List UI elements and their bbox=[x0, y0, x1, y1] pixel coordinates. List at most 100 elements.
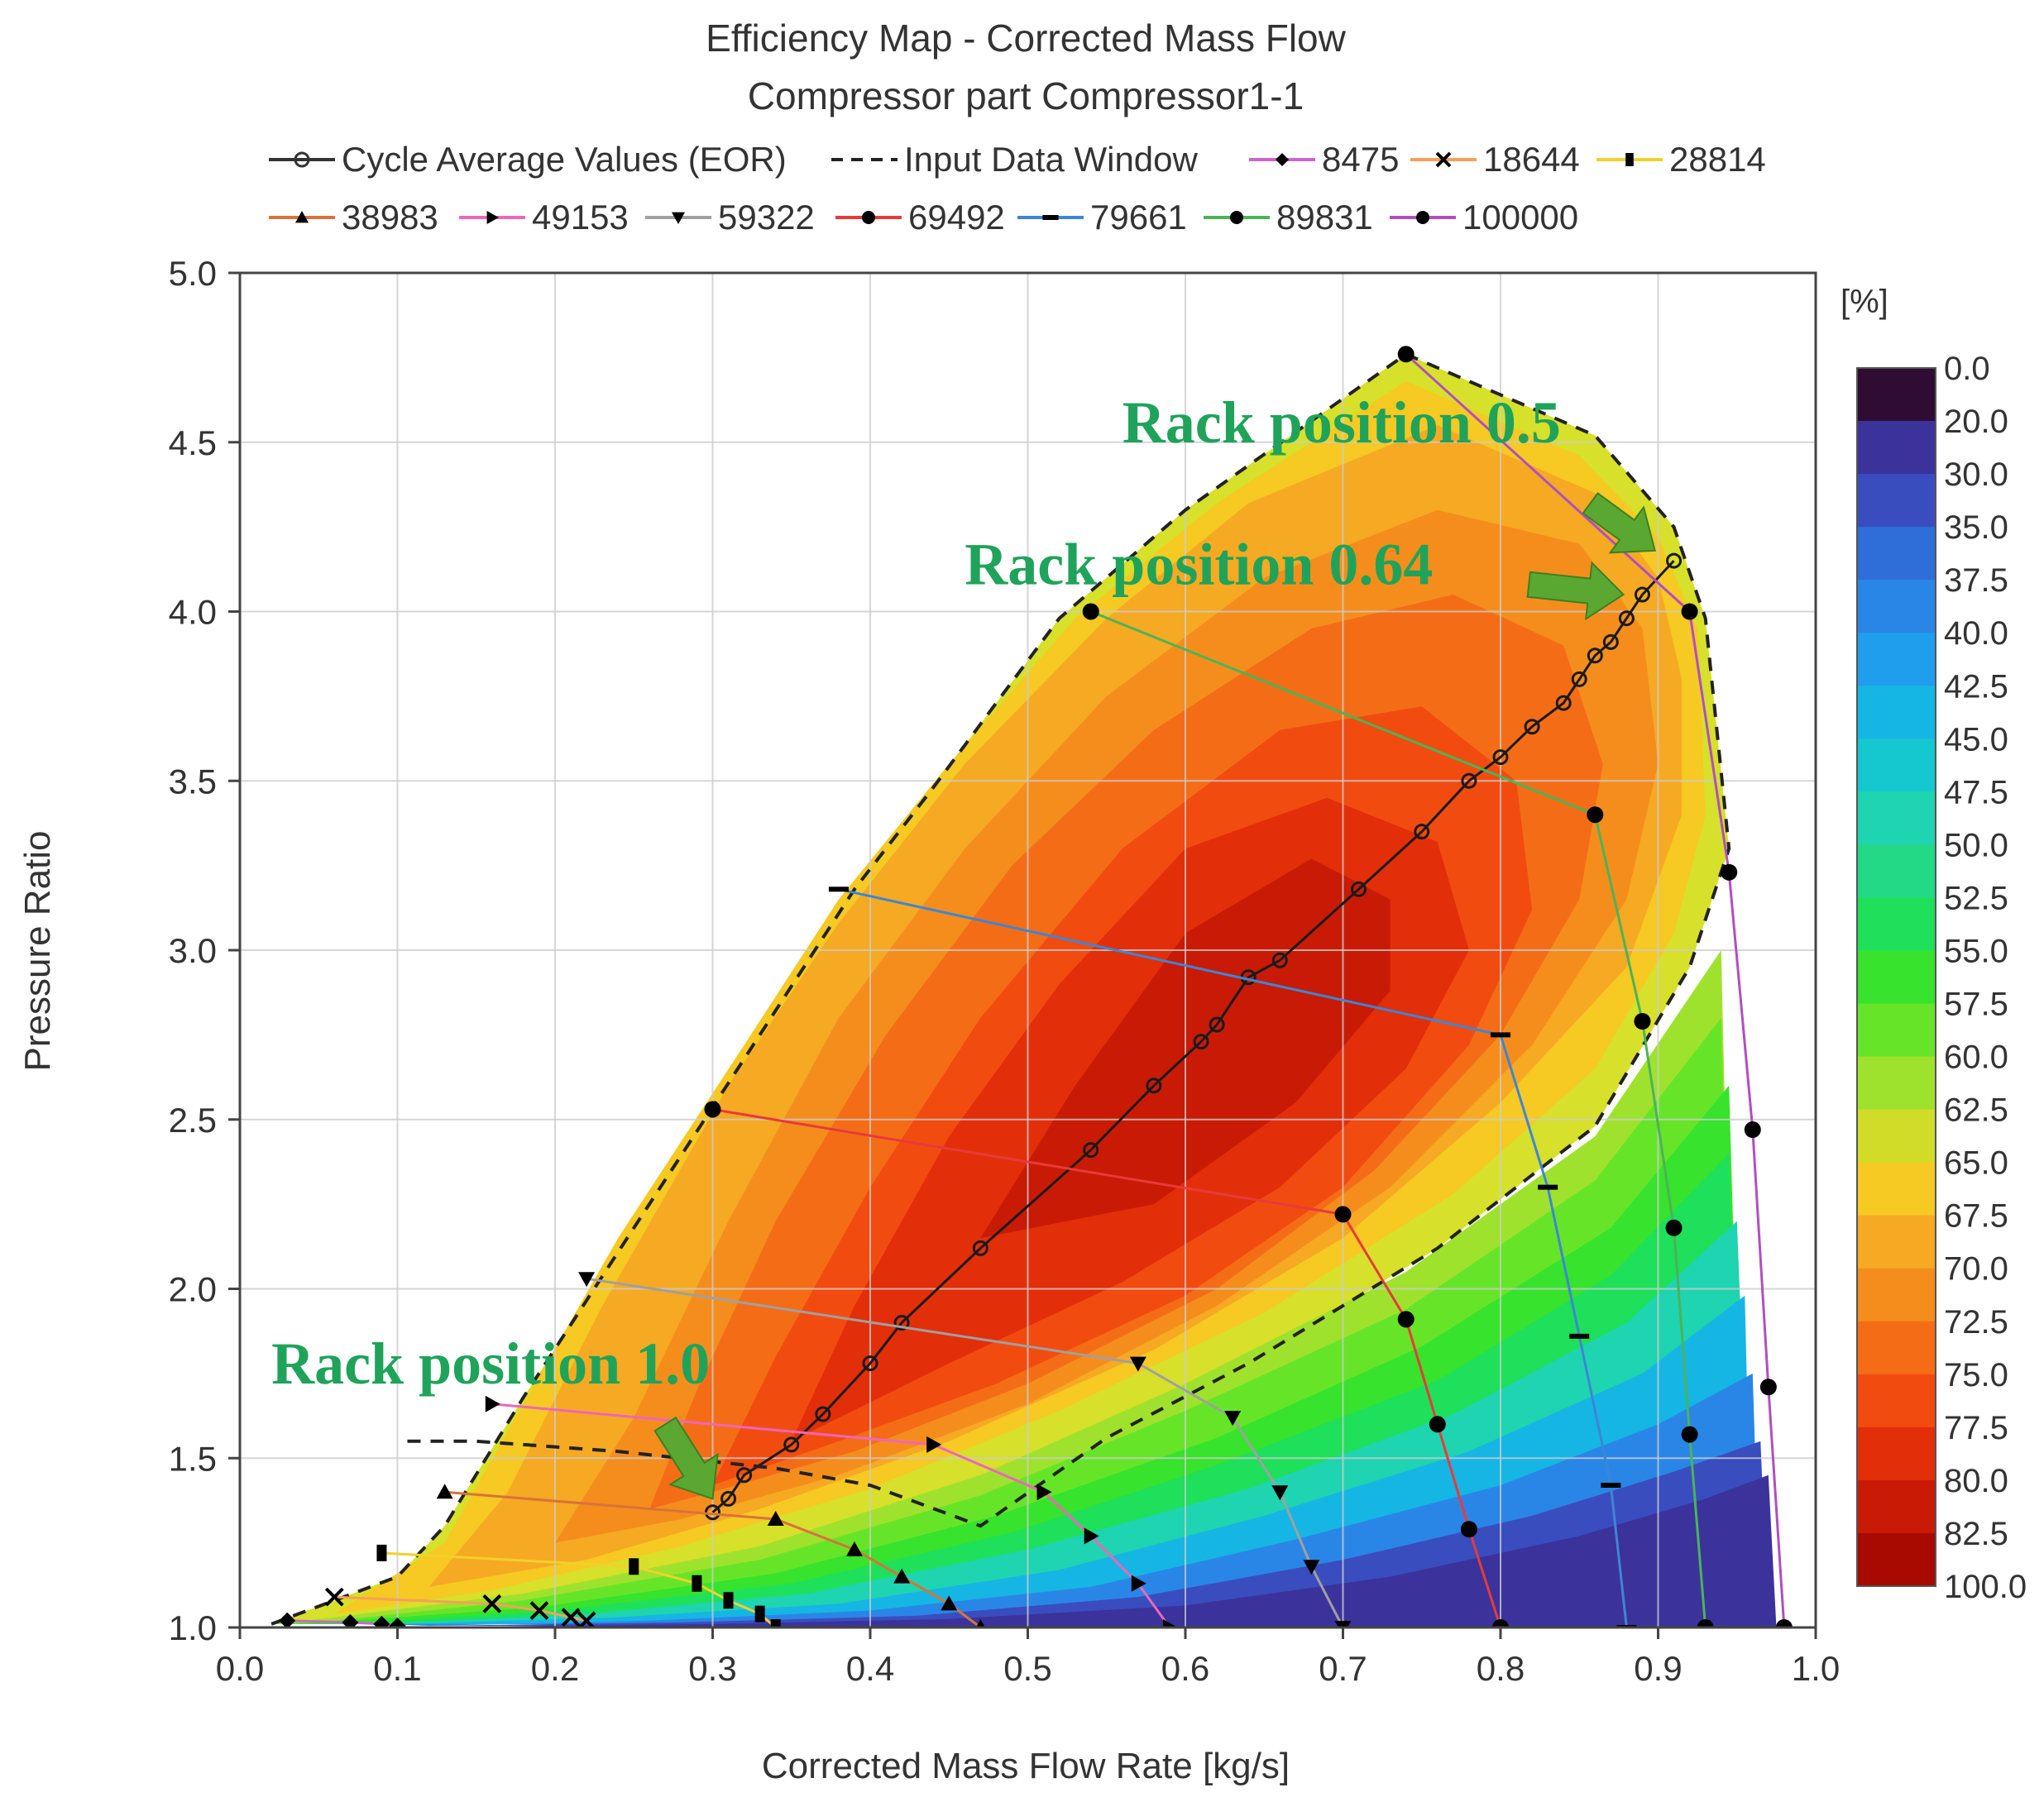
data-point bbox=[1397, 346, 1415, 363]
legend-label: Input Data Window bbox=[904, 140, 1199, 179]
data-point bbox=[783, 1436, 800, 1453]
legend-item: 18644 bbox=[1410, 140, 1580, 179]
legend-item: 79661 bbox=[1017, 198, 1187, 237]
data-point bbox=[1084, 1527, 1099, 1545]
data-point bbox=[692, 1575, 702, 1592]
data-point bbox=[1334, 1206, 1352, 1223]
annotation-label: Rack position 1.0 bbox=[271, 1331, 710, 1397]
data-point bbox=[1303, 1560, 1320, 1575]
data-point bbox=[828, 887, 849, 892]
colorbar-band bbox=[1857, 1215, 1936, 1269]
legend-item: 49153 bbox=[459, 198, 629, 237]
y-axis-label: Pressure Ratio bbox=[17, 830, 58, 1071]
data-point bbox=[754, 1605, 765, 1623]
series-line-69492 bbox=[712, 1108, 1502, 1627]
data-point bbox=[1193, 1034, 1209, 1050]
data-point bbox=[1429, 1416, 1446, 1433]
series-line-cycle-average-values-eor- bbox=[711, 560, 1675, 1513]
x-tick-label: 1.0 bbox=[1792, 1649, 1840, 1688]
colorbar-band bbox=[1857, 950, 1936, 1005]
data-point bbox=[485, 1395, 500, 1412]
data-point bbox=[1634, 1012, 1651, 1030]
data-point bbox=[1665, 1219, 1683, 1236]
legend-item: 100000 bbox=[1390, 198, 1578, 237]
colorbar-band bbox=[1857, 1374, 1936, 1428]
data-point bbox=[373, 1615, 390, 1627]
legend-label: 49153 bbox=[532, 198, 629, 237]
data-point bbox=[1602, 633, 1619, 650]
legend: Cycle Average Values (EOR) Input Data Win… bbox=[269, 140, 1766, 237]
chart-subtitle: Compressor part Compressor1-1 bbox=[748, 74, 1304, 117]
data-point bbox=[1492, 1619, 1509, 1627]
data-point bbox=[629, 1558, 639, 1575]
colorbar-frame bbox=[1856, 367, 1936, 1587]
colorbar-band bbox=[1857, 1109, 1936, 1164]
colorbar-label: 62.5 bbox=[1944, 1092, 2008, 1129]
data-point bbox=[1334, 1621, 1352, 1627]
data-point bbox=[1618, 610, 1635, 627]
data-point bbox=[324, 1587, 344, 1607]
legend-item: 38983 bbox=[269, 198, 438, 237]
legend-swatch-marker bbox=[1230, 211, 1243, 224]
data-point bbox=[578, 1272, 596, 1288]
y-tick-label: 5.0 bbox=[169, 254, 217, 293]
annotation-arrow bbox=[1526, 561, 1625, 621]
legend-item: 28814 bbox=[1596, 140, 1766, 179]
data-point bbox=[1538, 1184, 1558, 1190]
data-point bbox=[1460, 1521, 1477, 1538]
series-line-input-data-window bbox=[270, 352, 1731, 1626]
annotations: Rack position 0.5 Rack position 0.64 Rack … bbox=[271, 390, 1656, 1500]
legend-item: 89831 bbox=[1204, 198, 1373, 237]
colorbar-band bbox=[1857, 791, 1936, 845]
colorbar-label: 57.5 bbox=[1944, 987, 2008, 1023]
colorbar-band bbox=[1857, 1532, 1936, 1587]
data-point bbox=[845, 1541, 863, 1556]
data-series bbox=[270, 346, 1793, 1627]
colorbar-label: 50.0 bbox=[1944, 827, 2008, 863]
x-tick-label: 0.4 bbox=[846, 1649, 894, 1688]
data-point bbox=[1146, 1078, 1162, 1094]
data-point bbox=[1209, 1016, 1225, 1033]
colorbar: [%] 0.0 20.0 30.0 35.0 37.5 40.0 42.5 45.0 47.5 50… bbox=[1841, 284, 2027, 1605]
legend-swatch-marker bbox=[862, 211, 875, 224]
data-point bbox=[1083, 1142, 1099, 1159]
data-point bbox=[1491, 1032, 1510, 1038]
legend-label: 38983 bbox=[342, 198, 438, 237]
legend-label: 100000 bbox=[1462, 198, 1578, 237]
data-point bbox=[975, 1619, 985, 1627]
data-point bbox=[1666, 552, 1683, 569]
data-point bbox=[941, 1595, 958, 1611]
y-tick-label: 3.0 bbox=[169, 931, 217, 970]
colorbar-band bbox=[1857, 1162, 1936, 1216]
data-point bbox=[1492, 749, 1509, 766]
data-point bbox=[376, 1544, 387, 1561]
data-point bbox=[1587, 806, 1604, 824]
colorbar-band bbox=[1857, 1479, 1936, 1534]
colorbar-band bbox=[1857, 738, 1936, 792]
x-axis-label: Corrected Mass Flow Rate [kg/s] bbox=[762, 1746, 1290, 1786]
data-point bbox=[1524, 719, 1540, 735]
data-point bbox=[1036, 1484, 1052, 1501]
series-line-49153 bbox=[491, 1403, 1171, 1627]
legend-item: 59322 bbox=[645, 198, 815, 237]
legend-label: 18644 bbox=[1483, 140, 1580, 179]
colorbar-band bbox=[1857, 1003, 1936, 1058]
data-point bbox=[1131, 1575, 1146, 1592]
data-point bbox=[1555, 695, 1572, 711]
annotation-arrow bbox=[653, 1416, 719, 1500]
x-tick-label: 0.8 bbox=[1477, 1649, 1525, 1688]
x-tick-label: 0.9 bbox=[1634, 1649, 1682, 1688]
colorbar-band bbox=[1857, 1056, 1936, 1111]
data-point bbox=[815, 1406, 831, 1422]
x-tick-label: 0.1 bbox=[373, 1649, 421, 1688]
legend-swatch-marker bbox=[672, 212, 685, 224]
legend-swatch-marker bbox=[1416, 211, 1429, 224]
legend-label: 28814 bbox=[1669, 140, 1766, 179]
x-tick-label: 0.0 bbox=[216, 1649, 264, 1688]
y-tick-label: 2.5 bbox=[169, 1101, 217, 1140]
legend-swatch-marker bbox=[295, 211, 309, 223]
x-tick-label: 0.2 bbox=[531, 1649, 579, 1688]
colorbar-label: 52.5 bbox=[1944, 880, 2008, 916]
